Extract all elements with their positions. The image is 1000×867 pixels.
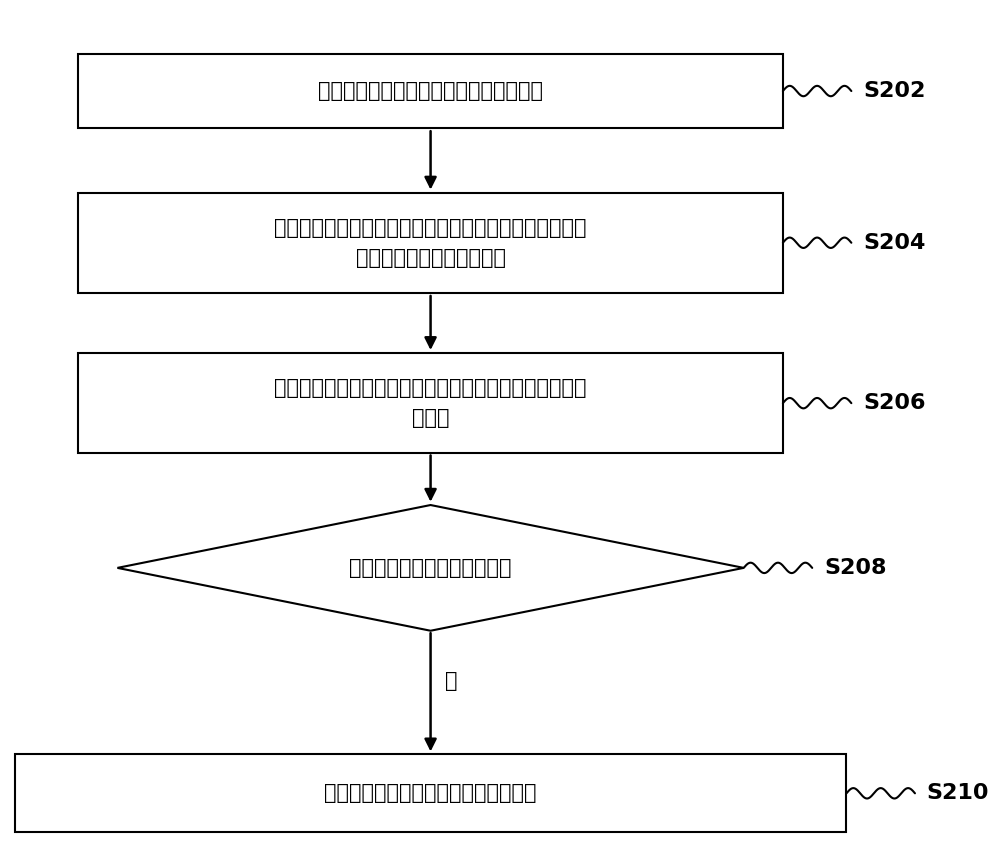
- Bar: [78, 55, 783, 128]
- Text: S208: S208: [824, 557, 886, 578]
- Text: 获取箱体装配线上传输的箱体的型号信息: 获取箱体装配线上传输的箱体的型号信息: [318, 81, 543, 101]
- Text: 则提示所述压机总成与所述箱体不匹配: 则提示所述压机总成与所述箱体不匹配: [324, 783, 537, 804]
- Text: 根据型号信息确定对应的压机总成的类型，并确定该类压
机总成对应的应有部件信息: 根据型号信息确定对应的压机总成的类型，并确定该类压 机总成对应的应有部件信息: [274, 218, 587, 268]
- Polygon shape: [117, 505, 744, 631]
- Bar: [78, 193, 783, 293]
- Text: S202: S202: [863, 81, 925, 101]
- Text: S210: S210: [927, 783, 989, 804]
- Text: 分别获取压机总成装配线上传输的压机总成的各部件的实
物信息: 分别获取压机总成装配线上传输的压机总成的各部件的实 物信息: [274, 378, 587, 428]
- Text: S204: S204: [863, 232, 925, 253]
- Bar: [78, 354, 783, 453]
- Text: S206: S206: [863, 393, 926, 414]
- Bar: [15, 754, 846, 832]
- Text: 应有部件信息与实物信息一致: 应有部件信息与实物信息一致: [349, 557, 512, 578]
- Text: 否: 否: [445, 670, 458, 691]
